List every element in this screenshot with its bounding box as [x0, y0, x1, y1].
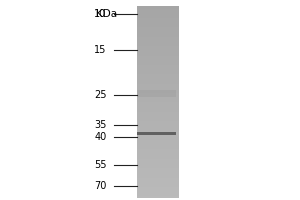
- Text: 25: 25: [94, 90, 106, 100]
- Text: 70: 70: [94, 181, 106, 191]
- Text: 55: 55: [94, 160, 106, 170]
- Text: 35: 35: [94, 120, 106, 130]
- Text: 10: 10: [94, 9, 106, 19]
- Bar: [136, 90, 176, 97]
- Bar: [136, 132, 176, 135]
- Text: 40: 40: [94, 132, 106, 142]
- Text: 15: 15: [94, 45, 106, 55]
- Text: KDa: KDa: [96, 9, 117, 19]
